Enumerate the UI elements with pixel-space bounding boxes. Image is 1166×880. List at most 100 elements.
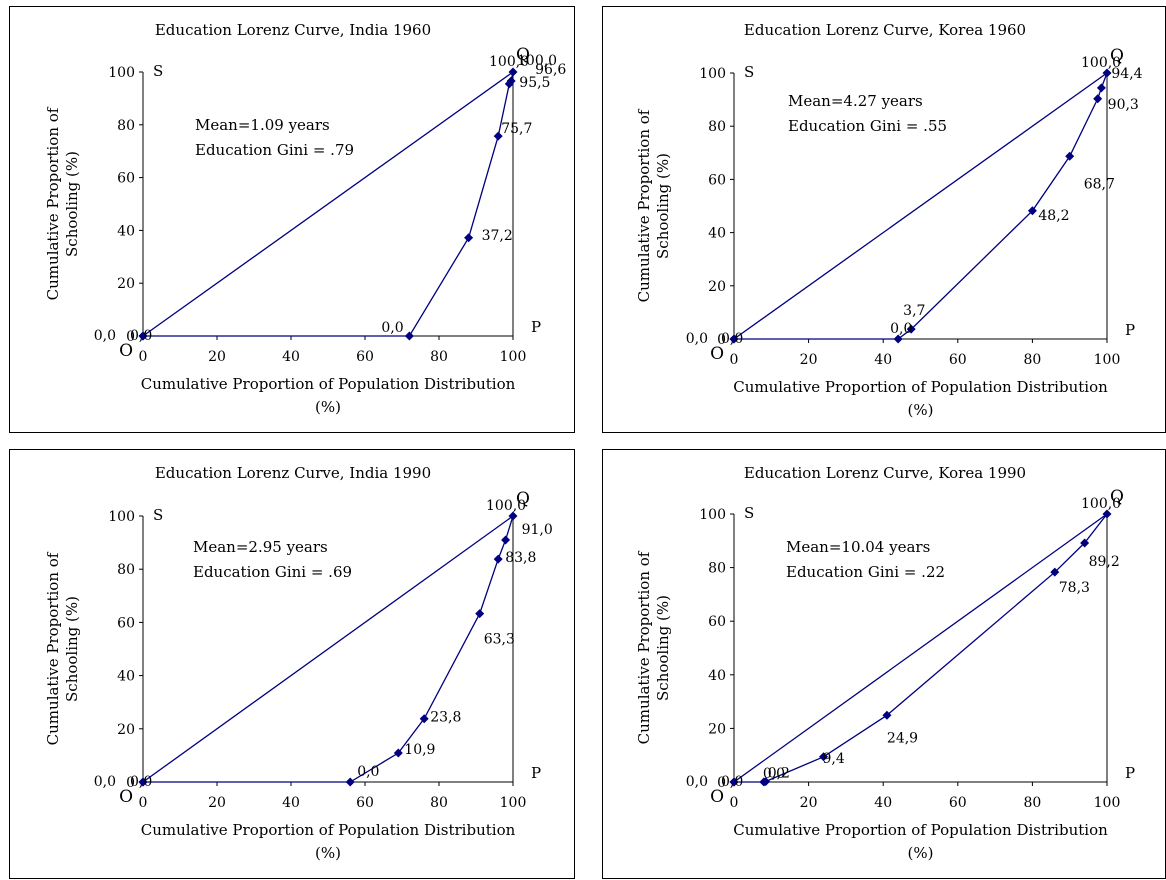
x-tick-label: 80 [430, 349, 448, 365]
data-point-marker [1050, 567, 1060, 577]
data-label: 89,2 [1089, 554, 1120, 570]
data-point-marker [906, 324, 916, 334]
chart-title: Education Lorenz Curve, Korea 1990 [744, 464, 1026, 482]
x-tick-label: 40 [874, 352, 892, 368]
corner-label-s: S [744, 63, 754, 81]
chart-panel-india-1960: Education Lorenz Curve, India 1960 0 20 40 6… [9, 6, 575, 433]
x-axis-label-unit: (%) [908, 401, 934, 419]
corner-label-o: O [710, 344, 724, 364]
x-tick-label: 0 [139, 349, 148, 365]
chart-panel-korea-1960: Education Lorenz Curve, Korea 1960 0 20 40 6… [602, 6, 1166, 433]
chart-svg: Education Lorenz Curve, Korea 1990 0 20 40 6… [635, 464, 1135, 862]
x-axis-label: Cumulative Proportion of Population Dist… [733, 821, 1108, 839]
data-point-marker [138, 331, 148, 341]
data-label: 90,3 [1108, 97, 1139, 113]
y-axis-label: Cumulative Proportion of [44, 106, 62, 300]
y-tick-label: 40 [117, 669, 135, 685]
data-label: 100,0 [517, 53, 557, 69]
chart-title: Education Lorenz Curve, India 1960 [155, 21, 431, 39]
data-label: 0,0 [721, 774, 743, 790]
data-point-marker [729, 334, 739, 344]
y-tick-label: 0 [126, 329, 135, 345]
y-axis-label-unit: Schooling (%) [63, 596, 81, 702]
x-tick-label: 20 [800, 352, 818, 368]
data-label: 95,5 [519, 75, 550, 91]
data-point-marker [1080, 538, 1090, 548]
corner-label-p: P [1125, 321, 1135, 339]
equality-line [142, 71, 514, 337]
data-label: 0,0 [721, 331, 743, 347]
data-label: 100,0 [486, 498, 526, 514]
y-tick-label: 80 [708, 561, 726, 577]
data-point-marker [729, 777, 739, 787]
data-point-marker [508, 511, 518, 521]
x-axis-label-unit: (%) [315, 844, 341, 862]
data-label: 10,9 [404, 742, 435, 758]
mean-annotation: Mean=1.09 years [195, 116, 330, 134]
data-label: 75,7 [501, 121, 532, 137]
data-label: 0,0 [130, 774, 152, 790]
corner-label-q: Q [1110, 487, 1124, 507]
data-label: 0,0 [381, 320, 403, 336]
gini-annotation: Education Gini = .55 [788, 117, 947, 135]
data-point-marker [1096, 83, 1106, 93]
corner-label-q: Q [516, 45, 530, 65]
equality-line [142, 515, 514, 783]
y-axis-label-unit: Schooling (%) [63, 151, 81, 257]
data-point-marker [1027, 206, 1037, 216]
data-point-marker [138, 777, 148, 787]
data-label: 0,2 [768, 765, 790, 781]
data-label: 23,8 [430, 710, 461, 726]
corner-label-s: S [744, 504, 754, 522]
chart-title: Education Lorenz Curve, India 1990 [155, 464, 431, 482]
data-point-marker [464, 233, 474, 243]
data-label: 0,0 [686, 331, 708, 347]
data-point-marker [761, 776, 771, 786]
data-label: 0,0 [130, 328, 152, 344]
y-axis-label: Cumulative Proportion of [44, 551, 62, 745]
corner-label-o: O [119, 341, 133, 361]
y-tick-label: 20 [708, 721, 726, 737]
x-tick-label: 0 [730, 352, 739, 368]
y-axis-label: Cumulative Proportion of [635, 550, 653, 744]
chart-panel-india-1990: Education Lorenz Curve, India 1990 0 20 40 6… [9, 449, 575, 879]
data-label: 68,7 [1084, 176, 1115, 192]
y-tick-label: 100 [108, 509, 135, 525]
y-tick-label: 100 [108, 65, 135, 81]
y-tick-label: 20 [117, 276, 135, 292]
mean-annotation: Mean=4.27 years [788, 92, 923, 110]
data-label: 96,6 [535, 62, 566, 78]
data-point-marker [393, 748, 403, 758]
x-axis-label: Cumulative Proportion of Population Dist… [141, 821, 516, 839]
equality-line [733, 513, 1108, 783]
data-label: 78,3 [1059, 580, 1090, 596]
y-tick-label: 80 [117, 562, 135, 578]
data-point-marker [475, 609, 485, 619]
y-axis-label-unit: Schooling (%) [654, 595, 672, 701]
x-axis-label: Cumulative Proportion of Population Dist… [141, 375, 516, 393]
data-label: 100,0 [489, 54, 529, 70]
y-tick-label: 0 [126, 775, 135, 791]
y-axis-label: Cumulative Proportion of [635, 108, 653, 302]
x-tick-label: 80 [430, 795, 448, 811]
x-tick-label: 20 [208, 349, 226, 365]
y-tick-label: 0 [717, 775, 726, 791]
data-point-marker [508, 67, 518, 77]
gini-annotation: Education Gini = .22 [786, 563, 945, 581]
data-label: 94,4 [1111, 66, 1142, 82]
chart-svg: Education Lorenz Curve, India 1960 0 20 40 6… [44, 21, 566, 416]
data-point-marker [1093, 94, 1103, 104]
data-label: 63,3 [484, 632, 515, 648]
x-tick-label: 80 [1023, 795, 1041, 811]
corner-label-s: S [153, 62, 163, 80]
data-label: 83,8 [505, 550, 536, 566]
y-tick-label: 100 [699, 507, 726, 523]
data-label: 24,9 [887, 730, 918, 746]
corner-label-p: P [531, 318, 541, 336]
corner-label-o: O [119, 787, 133, 807]
data-label: 9,4 [823, 751, 845, 767]
x-tick-label: 100 [500, 349, 527, 365]
x-tick-label: 40 [282, 795, 300, 811]
data-point-marker [893, 334, 903, 344]
corner-label-q: Q [516, 489, 530, 509]
